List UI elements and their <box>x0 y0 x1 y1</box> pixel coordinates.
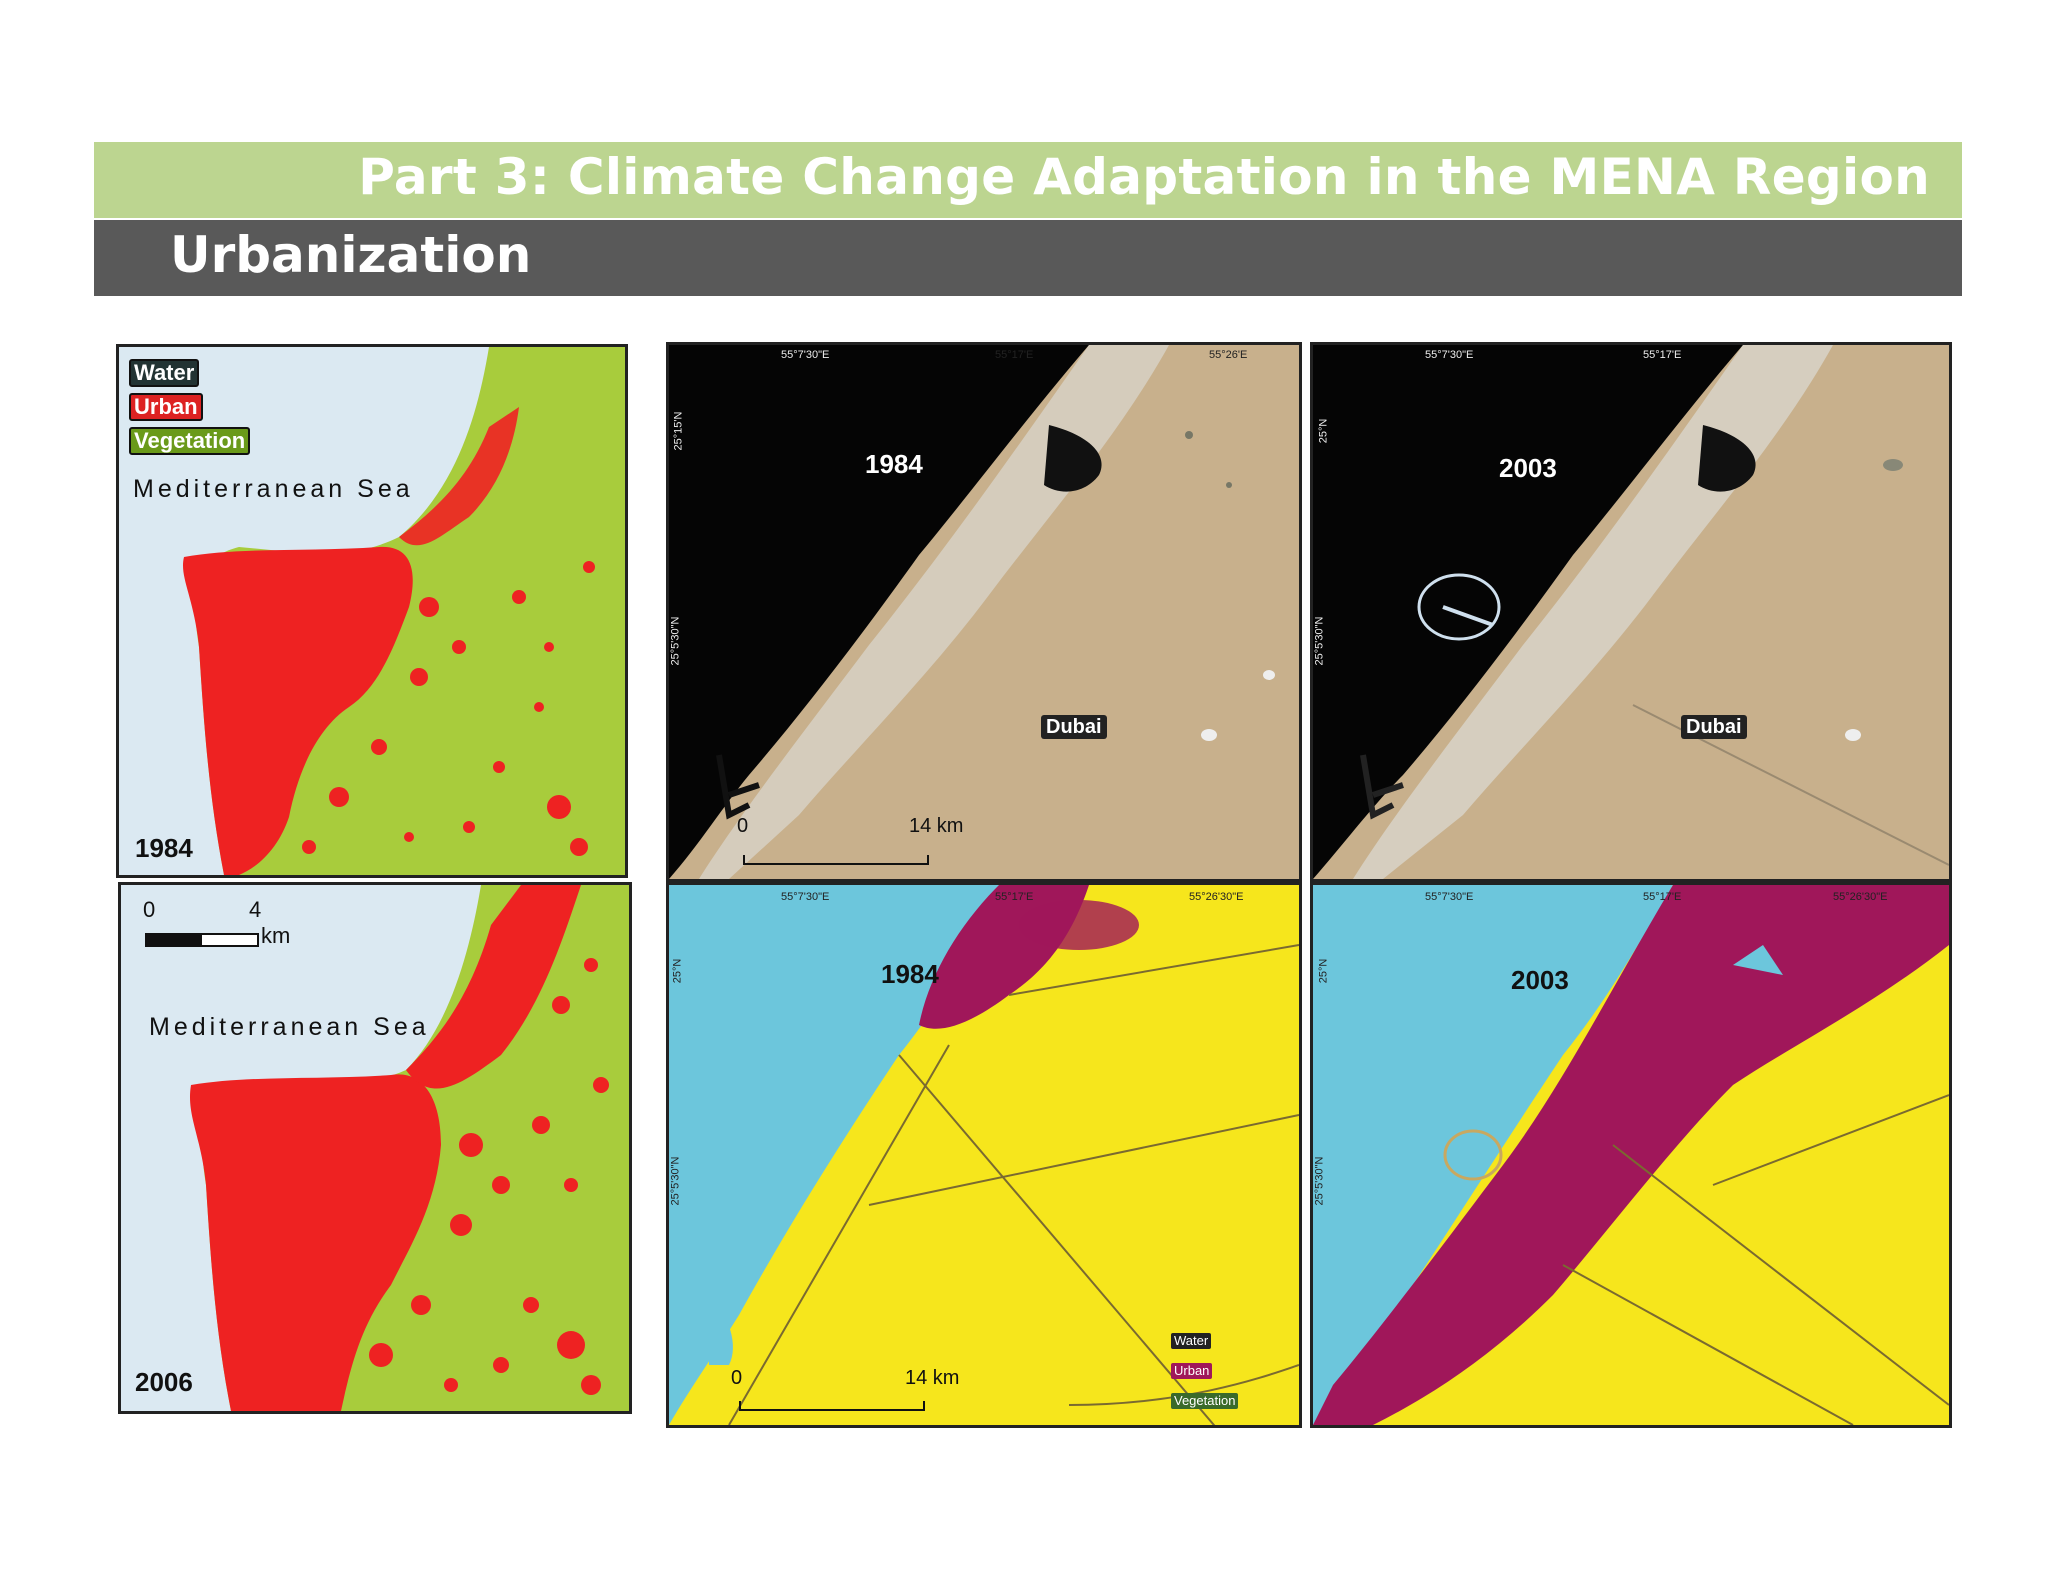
satellite-1984-graphic <box>669 345 1275 879</box>
section-title: Urbanization <box>170 226 532 284</box>
part-title: Part 3: Climate Change Adaptation in the… <box>358 148 1930 206</box>
sea-label: Mediterranean Sea <box>133 475 414 503</box>
year-label: 2003 <box>1511 965 1569 995</box>
scale-start: 0 <box>737 815 749 837</box>
year-label: 1984 <box>135 833 193 863</box>
coord-left-1: 25°N <box>1317 958 1330 984</box>
scale-bar <box>739 1401 925 1411</box>
legend-urban: Urban <box>1171 1363 1213 1379</box>
coord-top-1: 55°7'30"E <box>1425 349 1474 361</box>
scale-unit: km <box>261 923 291 948</box>
coord-top-2: 55°17'E <box>1643 891 1682 903</box>
scale-bar <box>145 933 259 947</box>
coord-left-1: 25°N <box>671 958 684 984</box>
legend-urban: Urban <box>129 393 203 421</box>
year-label: 1984 <box>881 959 939 989</box>
coord-left-2: 25°5'30"N <box>1313 1156 1326 1206</box>
map-coast-2006-graphic <box>121 885 609 1411</box>
legend-vegetation: Vegetation <box>1171 1393 1239 1409</box>
scale-start: 0 <box>731 1367 743 1389</box>
map-coast-1984-graphic <box>119 347 595 875</box>
coord-left-2: 25°5'30"N <box>1313 616 1326 666</box>
coord-top-1: 55°7'30"E <box>1425 891 1474 903</box>
coord-top-2: 55°17'E <box>995 891 1034 903</box>
part-title-band <box>94 142 1962 218</box>
scale-start: 0 <box>143 897 156 922</box>
place-label: Dubai <box>1041 715 1107 739</box>
classified-2003-graphic <box>1313 885 1949 1425</box>
scale-bar <box>743 855 929 865</box>
map-coast-1984: Water Urban Vegetation Mediterranean Sea… <box>116 344 628 878</box>
year-label: 2003 <box>1499 453 1557 483</box>
coord-top-2: 55°17'E <box>995 349 1034 361</box>
scale-end: 4 <box>249 897 262 922</box>
coord-left-2: 25°5'30"N <box>669 1156 682 1206</box>
legend-water: Water <box>129 359 200 387</box>
coord-top-3: 55°26'30"E <box>1833 891 1888 903</box>
map-coast-2006: 0 4 km Mediterranean Sea 2006 <box>118 882 632 1414</box>
coord-left-1: 25°15'N <box>672 411 685 451</box>
year-label: 1984 <box>865 449 923 479</box>
section-title-band <box>94 220 1962 296</box>
legend-vegetation: Vegetation <box>129 427 251 455</box>
coord-top-2: 55°17'E <box>1643 349 1682 361</box>
legend-water: Water <box>1171 1333 1212 1349</box>
map-dubai-classified-2003: 55°7'30"E 55°17'E 55°26'30"E 25°N 25°5'3… <box>1310 882 1952 1428</box>
coord-top-1: 55°7'30"E <box>781 891 830 903</box>
coord-left-1: 25°N <box>1317 418 1330 444</box>
coord-top-3: 55°26'E <box>1209 349 1248 361</box>
scale-end: 14 km <box>909 815 964 837</box>
sea-label: Mediterranean Sea <box>149 1013 430 1041</box>
scale-end: 14 km <box>905 1367 960 1389</box>
coord-left-2: 25°5'30"N <box>669 616 682 666</box>
classified-1984-graphic <box>669 885 1299 1425</box>
coord-top-3: 55°26'30"E <box>1189 891 1244 903</box>
coord-top-1: 55°7'30"E <box>781 349 830 361</box>
map-dubai-classified-1984: 55°7'30"E 55°17'E 55°26'30"E 25°N 25°5'3… <box>666 882 1302 1428</box>
map-dubai-satellite-2003: 55°7'30"E 55°17'E 25°N 25°5'30"N 2003 Du… <box>1310 342 1952 882</box>
map-dubai-satellite-1984: 55°7'30"E 55°17'E 55°26'E 25°15'N 25°5'3… <box>666 342 1302 882</box>
satellite-2003-graphic <box>1313 345 1949 879</box>
place-label: Dubai <box>1681 715 1747 739</box>
year-label: 2006 <box>135 1367 193 1397</box>
